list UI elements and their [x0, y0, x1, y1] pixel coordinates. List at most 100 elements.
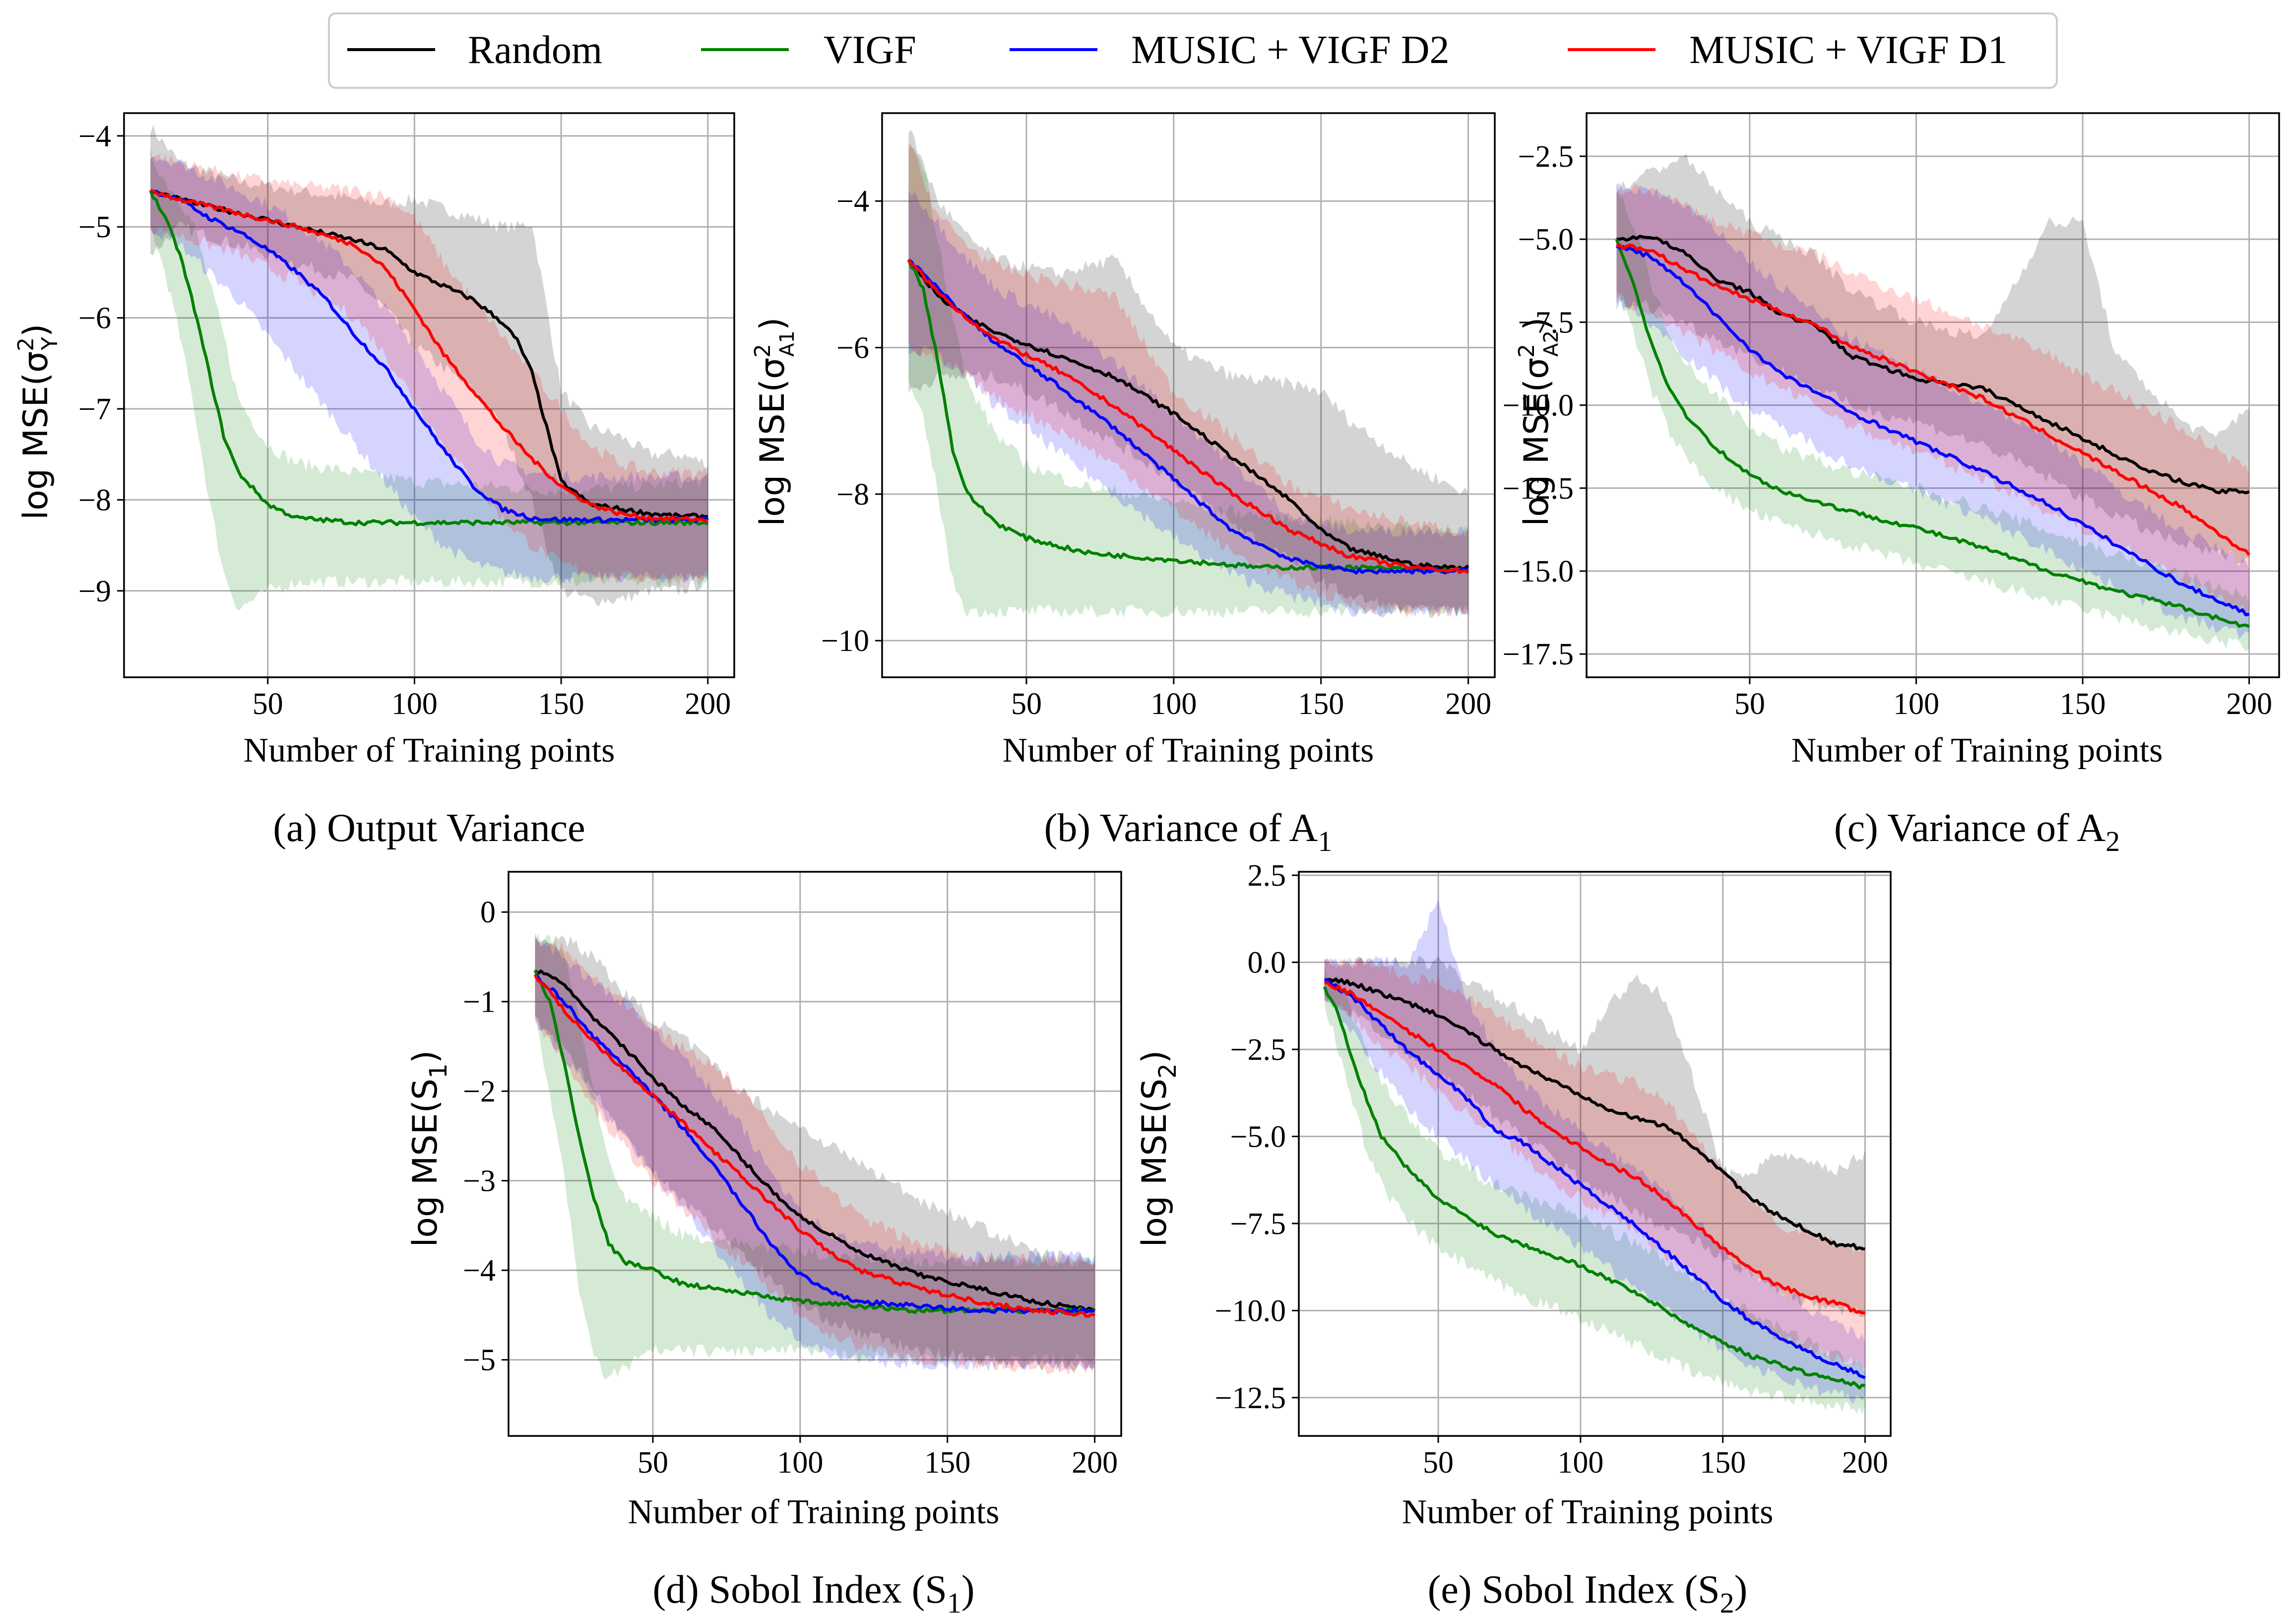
y-tick-label: −17.5: [1503, 638, 1574, 671]
panel-d-caption: (d) Sobol Index (S1): [653, 1568, 975, 1619]
panel-b-ylabel: log MSE(σ2A1): [750, 317, 799, 526]
y-tick-label: −12.5: [1503, 472, 1574, 506]
panel-d: 50 100 150 200 −5 −4 −3 −2 −1 0 log MSE(S1) Numbe…: [406, 871, 1122, 1619]
panel-b: 50 100 150 200 −10 −8 −6 −4 log MSE(σ2A1) Numbe…: [750, 112, 1496, 857]
legend-box: [328, 12, 2058, 89]
band-music-vigf-d1: [1616, 184, 2249, 615]
panel-b-xlabel: Number of Training points: [1003, 731, 1374, 770]
x-tick-label: 200: [2226, 687, 2272, 721]
plot-frame: [123, 112, 735, 678]
x-tick-label: 200: [1842, 1446, 1888, 1480]
y-tick-label: 2.5: [1248, 859, 1286, 893]
x-tick-label: 150: [1298, 687, 1344, 721]
band-music-vigf-d1: [1324, 957, 1865, 1369]
y-tick-label: −7.5: [1230, 1207, 1286, 1241]
y-tick-label: −3: [463, 1165, 496, 1198]
y-tick-label: −4: [463, 1254, 496, 1288]
band-random: [1616, 153, 2249, 564]
y-tick-label: −10.0: [1215, 1294, 1286, 1328]
plot-frame: [881, 112, 1496, 678]
x-tick-label: 50: [638, 1446, 668, 1480]
x-tick-label: 150: [2060, 687, 2106, 721]
band-random: [150, 125, 708, 606]
x-tick-label: 200: [1072, 1446, 1118, 1480]
line-music-vigf-d1: [1324, 981, 1865, 1315]
y-tick-label: −6: [78, 302, 111, 335]
y-tick-label: −5: [78, 210, 111, 244]
line-music-vigf-d1: [150, 189, 708, 523]
line-music-vigf-d2: [150, 189, 709, 524]
band-random: [908, 130, 1468, 618]
y-tick-label: −5: [463, 1344, 496, 1377]
band-vigf: [150, 148, 708, 611]
plot-frame: [1298, 871, 1892, 1437]
line-random: [1324, 977, 1865, 1251]
y-tick-label: −2: [463, 1075, 496, 1108]
x-tick-label: 50: [1423, 1446, 1454, 1480]
panel-d-plot: 50 100 150 200 −5 −4 −3 −2 −1 0: [463, 871, 1122, 1480]
line-music-vigf-d2: [1324, 978, 1866, 1379]
panel-a: 50 100 150 200 −9 −8 −7 −6 −5 −4 log MSE(σ2Y) Num…: [13, 112, 735, 850]
line-music-vigf-d1: [533, 974, 1095, 1318]
y-tick-label: −7: [78, 392, 111, 426]
x-tick-label: 50: [253, 687, 283, 721]
panel-c-plot: 50 100 150 200 −17.5 −15.0 −12.5 −10.0 −7.5 −5.0 −…: [1503, 112, 2280, 721]
x-tick-label: 100: [391, 687, 438, 721]
line-vigf: [1323, 986, 1866, 1390]
line-music-vigf-d1: [907, 259, 1469, 574]
panel-d-xlabel: Number of Training points: [628, 1493, 1000, 1531]
y-tick-label: −4: [836, 185, 869, 218]
x-tick-label: 50: [1011, 687, 1042, 721]
x-tick-label: 100: [1150, 687, 1197, 721]
plot-frame: [1586, 112, 2280, 678]
line-vigf: [149, 190, 709, 526]
panel-a-ylabel: log MSE(σ2Y): [13, 324, 63, 519]
panel-a-xlabel: Number of Training points: [244, 731, 615, 770]
line-vigf: [907, 259, 1469, 575]
panel-b-caption: (b) Variance of A1: [1044, 806, 1333, 857]
panel-e-xlabel: Number of Training points: [1402, 1493, 1774, 1531]
panel-d-ylabel: log MSE(S1): [406, 1050, 452, 1247]
band-random: [1324, 956, 1865, 1317]
y-tick-label: −5.0: [1230, 1120, 1286, 1154]
line-random: [534, 969, 1095, 1312]
panel-e-ylabel: log MSE(S2): [1135, 1050, 1182, 1247]
y-tick-label: −5.0: [1518, 223, 1574, 257]
band-music-vigf-d2: [535, 937, 1095, 1371]
legend-label-music-d1: MUSIC + VIGF D1: [1689, 28, 2008, 72]
y-tick-label: −10: [821, 624, 869, 658]
band-vigf: [1324, 965, 1865, 1414]
y-tick-label: 0.0: [1248, 946, 1286, 979]
x-tick-label: 100: [777, 1446, 823, 1480]
y-tick-label: −4: [78, 120, 111, 153]
band-music-vigf-d2: [908, 190, 1468, 618]
line-music-vigf-d2: [534, 973, 1095, 1314]
band-music-vigf-d1: [908, 142, 1468, 618]
legend: Random VIGF MUSIC + VIGF D2 MUSIC + VIGF…: [328, 12, 2058, 89]
x-tick-label: 150: [1700, 1446, 1746, 1480]
series-layer: [907, 130, 1469, 618]
band-vigf: [908, 147, 1468, 618]
panel-e-plot: 50 100 150 200 −12.5 −10.0 −7.5 −5.0 −2.5 0.0 2.5: [1215, 859, 1892, 1480]
line-music-vigf-d1: [1616, 243, 2250, 556]
y-tick-label: −2.5: [1230, 1033, 1286, 1067]
y-tick-label: −8: [78, 483, 111, 517]
line-music-vigf-d2: [1615, 245, 2250, 617]
series-layer: [533, 932, 1096, 1380]
x-tick-label: 50: [1734, 687, 1765, 721]
panel-c: 50 100 150 200 −17.5 −15.0 −12.5 −10.0 −7.5 −5.0 −…: [1503, 112, 2280, 857]
panel-c-ylabel: log MSE(σ2A2): [1514, 317, 1563, 526]
x-tick-label: 100: [1557, 1446, 1603, 1480]
series-layer: [149, 125, 709, 611]
series-layer: [1323, 899, 1866, 1414]
panel-c-xlabel: Number of Training points: [1791, 731, 2163, 770]
y-tick-label: −15.0: [1503, 555, 1574, 588]
x-tick-label: 150: [538, 687, 584, 721]
y-tick-label: −7.5: [1518, 306, 1574, 339]
line-random: [907, 259, 1469, 571]
band-music-vigf-d2: [1616, 183, 2249, 640]
band-music-vigf-d1: [150, 153, 708, 584]
x-tick-label: 150: [924, 1446, 970, 1480]
band-vigf: [535, 933, 1095, 1380]
